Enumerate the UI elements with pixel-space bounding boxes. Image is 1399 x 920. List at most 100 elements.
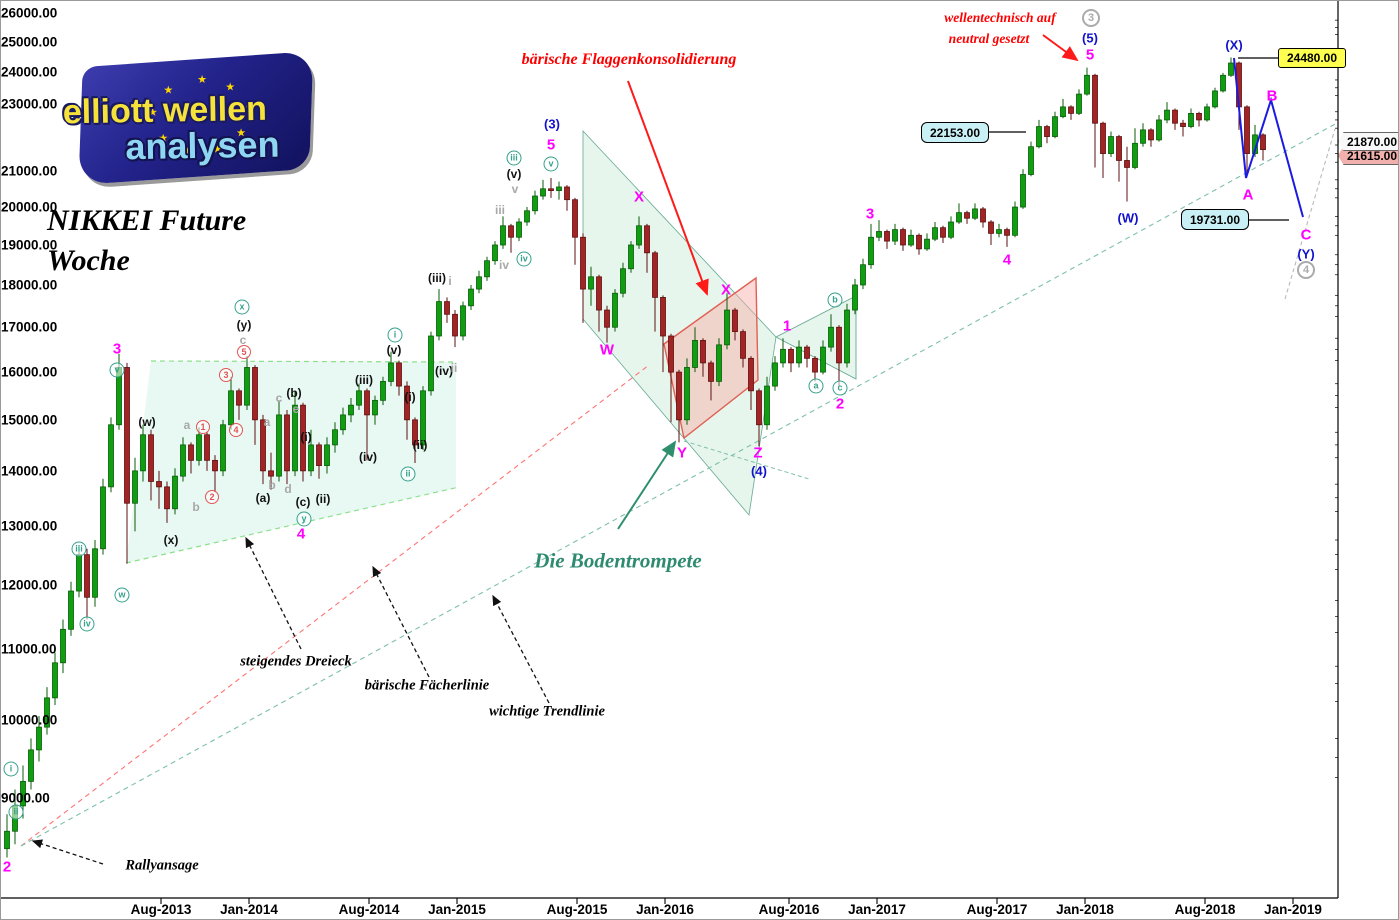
boden-arrow — [617, 440, 677, 530]
triangle-bottom — [125, 486, 460, 564]
candle-body — [68, 590, 74, 630]
candle-body — [444, 301, 450, 315]
circled-wave-label: 5 — [237, 345, 251, 359]
candle-body — [964, 212, 970, 219]
candle-body — [612, 292, 618, 328]
wave-label-2: 2 — [2, 858, 12, 876]
minor-wave-label: iii — [494, 203, 506, 217]
candle-body — [1212, 90, 1218, 108]
candle-body — [1100, 122, 1106, 154]
wave-label-2: 2 — [835, 395, 845, 413]
wave-label-4: 4 — [296, 525, 306, 543]
candle-body — [1188, 112, 1194, 127]
subwave-label: (y) — [236, 318, 252, 332]
wave-label-y: Y — [676, 444, 688, 462]
candle-body — [420, 390, 426, 446]
candle-body — [180, 444, 186, 477]
circled-wave-label: v — [543, 156, 559, 172]
subwave-label: (w) — [138, 415, 156, 429]
neutral-annotation-2: neutral gesetzt — [948, 31, 1030, 46]
candle-body — [236, 390, 242, 406]
candle-body — [772, 362, 778, 387]
candle-body — [636, 225, 642, 246]
circled-degree-label: 4 — [1297, 261, 1315, 279]
candle-body — [300, 404, 306, 472]
circled-wave-label: v — [109, 362, 125, 378]
level-24480: 24480.00 — [1278, 48, 1346, 68]
boden-lower-dash — [683, 440, 810, 480]
minor-wave-label: b — [192, 500, 200, 514]
candle-body — [132, 470, 138, 504]
subwave-label: (iv) — [359, 450, 377, 464]
y-axis-label: 23000.00 — [1, 96, 58, 112]
candle-body — [148, 434, 154, 482]
x-axis-label: Jan-2019 — [1264, 902, 1322, 917]
circled-wave-label: iv — [79, 616, 95, 632]
abc-projection — [1233, 57, 1304, 218]
candle-body — [948, 221, 954, 238]
rally-annotation: Rallyansage — [125, 857, 199, 874]
candle-body — [692, 340, 698, 368]
minor-wave-label: v — [511, 182, 519, 196]
candle-body — [1116, 136, 1122, 161]
candle-body — [1172, 109, 1178, 124]
candle-body — [244, 367, 250, 406]
candle-body — [100, 486, 106, 550]
candle-body — [820, 346, 826, 373]
candle-body — [356, 390, 362, 406]
candle-body — [1084, 74, 1090, 95]
candle-body — [292, 404, 298, 472]
candle-body — [740, 331, 746, 359]
level-22153: 22153.00 — [921, 122, 989, 143]
wave-label-x: X — [633, 188, 645, 206]
candle-body — [620, 268, 626, 294]
candle-body — [996, 229, 1002, 234]
candle-body — [548, 188, 554, 191]
x-axis-label: Aug-2015 — [546, 902, 608, 917]
wave-label-5: 5 — [1085, 46, 1095, 64]
candle-body — [660, 297, 666, 337]
candle-body — [484, 260, 490, 278]
candle-body — [156, 481, 162, 488]
candle-body — [724, 309, 730, 346]
y-axis-label: 15000.00 — [1, 412, 58, 428]
chart-title-timeframe: Woche — [47, 244, 130, 277]
y-axis-label: 17000.00 — [1, 319, 58, 335]
candle-body — [1156, 119, 1162, 141]
candle-body — [172, 475, 178, 510]
candle-body — [476, 276, 482, 290]
candle-body — [252, 367, 258, 421]
candle-body — [516, 221, 522, 238]
triangle-top — [150, 360, 457, 363]
boden-annotation: Die Bodentrompete — [534, 548, 702, 573]
flag-arrow — [627, 80, 709, 296]
candle-body — [804, 346, 810, 359]
minor-wave-label: iv — [498, 258, 510, 272]
subwave-label: (c) — [295, 495, 311, 509]
candle-body — [276, 414, 282, 477]
candle-body — [708, 362, 714, 382]
candle-body — [756, 390, 762, 426]
candle-body — [988, 221, 994, 234]
candle-body — [220, 424, 226, 472]
candle-body — [972, 208, 978, 219]
candle-body — [436, 301, 442, 337]
circled-degree-label: 3 — [1082, 9, 1100, 27]
candle-body — [668, 335, 674, 373]
wichtige-trendlinie — [20, 122, 1338, 847]
candle-body — [340, 414, 346, 431]
candle-body — [84, 554, 90, 598]
dreieck-arrow — [245, 536, 302, 650]
minor-wave-label: c — [275, 391, 283, 405]
candle-body — [596, 276, 602, 311]
candle-body — [540, 188, 546, 197]
minor-wave-label: a — [183, 418, 191, 432]
y-axis-label: 13000.00 — [1, 518, 58, 534]
candle-body — [580, 236, 586, 290]
candle-body — [348, 404, 354, 416]
circled-wave-label: b — [827, 292, 843, 308]
wave-label-y: (Y) — [1297, 246, 1315, 262]
wave-label-x: (X) — [1225, 37, 1243, 53]
circled-wave-label: a — [808, 378, 824, 394]
